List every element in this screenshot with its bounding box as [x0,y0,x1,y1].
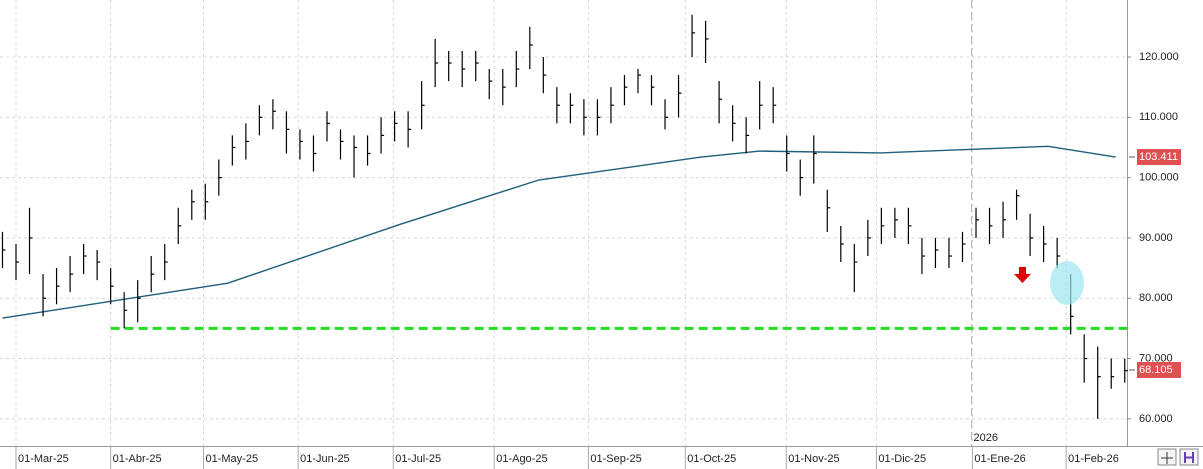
down-arrow [1014,267,1031,283]
x-tick-label: 01-Oct-25 [687,453,736,465]
moving-average [2,145,1116,319]
x-tick-label: 01-Sep-25 [590,453,641,465]
y-tick-label: 120.000 [1139,51,1179,63]
x-tick-label: 01-Nov-25 [788,453,839,465]
year-label: 2026 [974,432,998,444]
x-tick-label: 01-Abr-25 [113,453,162,465]
price-value-box [1137,361,1181,378]
tool-icon [1184,452,1194,463]
y-tick-label: 60.000 [1139,413,1173,425]
ma-value-box-label: 103.411 [1139,151,1178,163]
x-tick-label: 01-Ago-25 [496,453,547,465]
y-tick-label: 70.000 [1139,352,1173,364]
y-tick-label: 110.000 [1139,111,1178,123]
ma-value-box [1137,149,1181,166]
highlight-ellipse [1050,261,1084,305]
y-tick-label: 80.000 [1139,292,1173,304]
tool-icon [1161,452,1173,464]
price-value-box-label: 68.105 [1139,364,1173,376]
x-tick-label: 01-Dic-25 [878,453,926,465]
y-tick-label: 100.000 [1139,172,1179,184]
x-tick-label: 01-Jul-25 [395,453,441,465]
x-tick-label: 01-Ene-26 [974,453,1025,465]
y-tick-label: 90.000 [1139,232,1173,244]
x-tick-label: 01-Jun-25 [300,453,350,465]
x-tick-label: 01-Mar-25 [18,453,69,465]
x-tick-label: 01-May-25 [205,453,258,465]
x-tick-label: 01-Feb-26 [1068,453,1119,465]
